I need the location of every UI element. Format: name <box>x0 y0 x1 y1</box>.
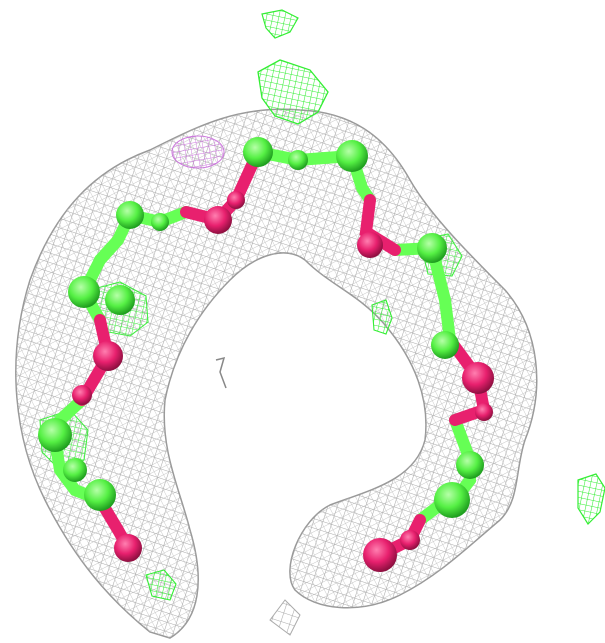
magenta-atoms <box>72 191 494 572</box>
magenta-bonds <box>76 146 491 561</box>
ion-sphere[interactable] <box>434 482 470 518</box>
faint-difference-blob <box>171 135 225 169</box>
green-atoms <box>38 137 484 511</box>
electron-density-mesh <box>15 108 538 639</box>
